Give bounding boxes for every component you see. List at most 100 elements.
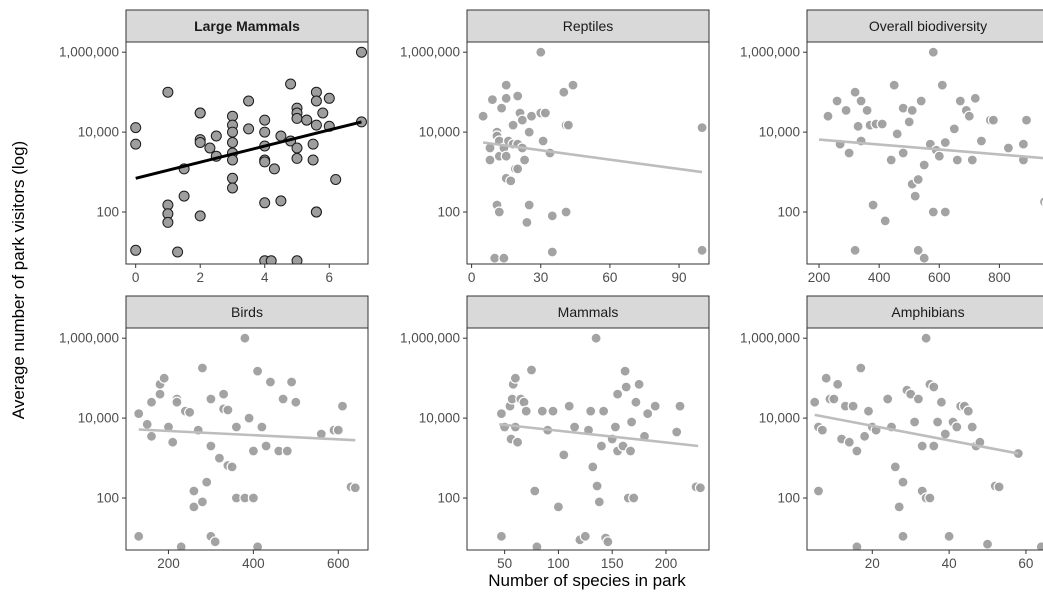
data-point bbox=[696, 121, 708, 134]
data-point bbox=[330, 174, 342, 185]
data-point bbox=[498, 252, 510, 264]
data-point bbox=[975, 135, 988, 147]
data-point bbox=[882, 393, 894, 405]
data-point bbox=[619, 365, 631, 377]
y-tick-label: 10,000 bbox=[419, 125, 460, 140]
y-tick-label: 10,000 bbox=[78, 125, 119, 140]
data-point bbox=[489, 252, 501, 264]
data-point bbox=[520, 405, 532, 417]
data-point bbox=[939, 428, 951, 440]
data-point bbox=[889, 461, 901, 473]
data-point bbox=[529, 485, 541, 497]
data-point bbox=[525, 110, 538, 122]
data-point bbox=[879, 215, 891, 227]
data-point bbox=[512, 90, 524, 102]
data-point bbox=[918, 252, 930, 264]
data-point bbox=[310, 119, 322, 131]
data-point bbox=[484, 154, 496, 166]
x-tick-label: 200 bbox=[655, 556, 678, 571]
data-point bbox=[536, 405, 548, 417]
data-point bbox=[1020, 114, 1033, 126]
plot-border bbox=[806, 41, 1043, 265]
data-point bbox=[840, 104, 852, 117]
x-tick-label: 4 bbox=[261, 270, 269, 285]
trend-line bbox=[499, 423, 699, 448]
data-point bbox=[505, 175, 517, 187]
data-point bbox=[291, 142, 303, 154]
data-point bbox=[227, 182, 238, 194]
y-tick-label: 100 bbox=[96, 491, 119, 506]
data-point bbox=[993, 481, 1005, 493]
data-point bbox=[918, 159, 930, 171]
data-point bbox=[849, 86, 861, 98]
data-point bbox=[141, 418, 153, 430]
data-point bbox=[301, 114, 313, 126]
data-point bbox=[218, 388, 230, 400]
facet-strip bbox=[466, 9, 710, 43]
data-point bbox=[167, 436, 179, 448]
data-point bbox=[500, 150, 512, 162]
data-point bbox=[694, 482, 707, 494]
data-point bbox=[897, 102, 909, 114]
x-tick-label: 6 bbox=[326, 270, 334, 285]
data-point bbox=[897, 476, 909, 488]
data-point bbox=[809, 396, 821, 408]
plot-border bbox=[806, 327, 1043, 551]
data-point bbox=[912, 393, 925, 405]
x-tick-label: 200 bbox=[808, 270, 831, 285]
y-tick-label: 1,000,000 bbox=[740, 45, 800, 60]
data-point bbox=[495, 408, 507, 420]
data-point bbox=[291, 255, 303, 264]
x-tick-label: 60 bbox=[602, 270, 617, 285]
facet-title: Overall biodiversity bbox=[869, 18, 987, 34]
data-point bbox=[285, 78, 297, 90]
points-layer bbox=[818, 46, 1043, 264]
data-point bbox=[987, 114, 1000, 126]
data-point bbox=[828, 393, 840, 405]
data-point bbox=[500, 92, 512, 104]
data-point bbox=[243, 95, 255, 107]
data-point bbox=[291, 112, 303, 124]
data-point bbox=[226, 461, 238, 473]
facet-title: Large Mammals bbox=[194, 18, 300, 34]
data-point bbox=[943, 530, 955, 542]
x-tick-label: 20 bbox=[865, 556, 880, 571]
data-point bbox=[558, 86, 570, 98]
data-point bbox=[507, 119, 519, 131]
data-point bbox=[812, 485, 825, 497]
data-point bbox=[201, 476, 213, 488]
y-axis-title: Average number of park visitors (log) bbox=[9, 141, 28, 419]
y-tick-label: 10,000 bbox=[78, 411, 119, 426]
data-point bbox=[935, 396, 948, 408]
data-point bbox=[909, 190, 921, 202]
data-point bbox=[903, 116, 915, 128]
data-point bbox=[213, 452, 225, 464]
data-point bbox=[547, 405, 559, 417]
data-point bbox=[671, 426, 683, 438]
data-point bbox=[256, 421, 268, 433]
data-point bbox=[516, 114, 528, 126]
data-point bbox=[816, 424, 829, 436]
data-point bbox=[585, 405, 597, 417]
data-point bbox=[239, 332, 251, 344]
data-point bbox=[862, 405, 875, 417]
data-point bbox=[888, 79, 900, 91]
data-point bbox=[951, 421, 963, 433]
data-point bbox=[948, 123, 960, 135]
data-point bbox=[209, 536, 221, 548]
data-point bbox=[130, 138, 142, 150]
facet-panel-1: Large Mammals 100 10,000 1,000,000 0 2 4 6 bbox=[59, 9, 369, 285]
data-point bbox=[931, 416, 944, 428]
y-tick-label: 10,000 bbox=[419, 411, 460, 426]
data-point bbox=[145, 430, 158, 442]
data-point bbox=[196, 362, 208, 374]
data-point bbox=[275, 130, 287, 142]
data-point bbox=[928, 381, 940, 393]
data-point bbox=[1035, 541, 1043, 550]
data-point bbox=[158, 372, 170, 384]
data-point bbox=[290, 396, 302, 408]
data-point bbox=[649, 400, 661, 412]
data-point bbox=[162, 86, 174, 98]
facet-title: Mammals bbox=[558, 304, 619, 320]
data-point bbox=[642, 408, 654, 420]
